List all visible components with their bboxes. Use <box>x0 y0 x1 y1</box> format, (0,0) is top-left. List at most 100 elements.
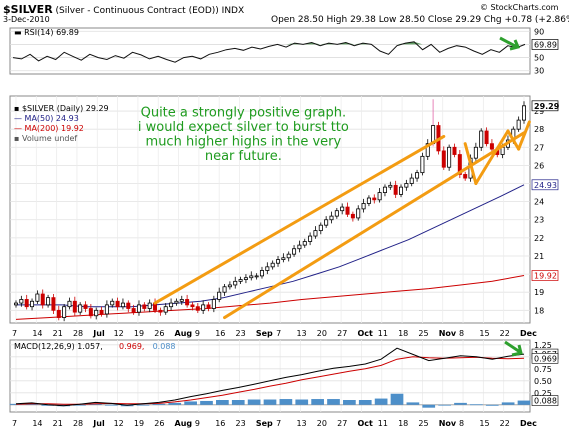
price-tick-label: 18 <box>534 306 544 315</box>
macd-histogram-bar <box>438 404 451 406</box>
candle <box>190 304 195 308</box>
chart-title: $SILVER (Silver - Continuous Contract (E… <box>3 3 244 16</box>
macd-histogram-bar <box>390 393 404 405</box>
macd-histogram-bar <box>327 399 340 405</box>
candle <box>136 304 141 313</box>
candle <box>72 300 77 313</box>
candle <box>420 155 425 174</box>
price-x-label: 27 <box>337 329 347 338</box>
macd-x-label: 26 <box>154 419 164 428</box>
brand-label: © StockCharts.com <box>480 3 559 12</box>
symbol: $SILVER <box>3 3 53 16</box>
ma50-legend: — MA(50) 24.93 <box>14 114 79 123</box>
candle <box>393 184 398 195</box>
candle <box>415 172 420 179</box>
candle <box>350 213 355 219</box>
price-value-box <box>531 270 559 281</box>
macd-x-label: 13 <box>296 419 306 428</box>
macd-x-label: 8 <box>459 419 464 428</box>
macd-x-label: Nov <box>439 419 457 428</box>
macd-histogram-bar <box>358 400 372 405</box>
trendline <box>517 120 531 151</box>
candle <box>126 302 131 309</box>
rsi-tick-label: 50 <box>534 54 544 63</box>
candle <box>249 275 254 279</box>
price-value-label: 24.93 <box>534 181 557 190</box>
candle <box>142 304 147 309</box>
candle <box>281 257 286 260</box>
candle <box>409 177 414 184</box>
candle <box>377 192 382 201</box>
candle <box>211 299 216 309</box>
macd-value-label: 0.088 <box>534 397 557 406</box>
price-x-label: Dec <box>520 329 537 338</box>
candle <box>110 300 115 306</box>
candle <box>163 306 168 313</box>
macd-x-label: 19 <box>134 419 144 428</box>
symbol-description: (Silver - Continuous Contract (EOD)) IND… <box>55 6 245 16</box>
rsi-panel-frame <box>9 27 531 75</box>
macd-panel-frame <box>9 339 531 413</box>
price-value-box <box>531 179 559 191</box>
ma200-line <box>15 275 525 320</box>
price-x-label: 11 <box>378 329 388 338</box>
candle <box>286 253 291 259</box>
ma200-legend: — MA(200) 19.92 <box>14 124 84 133</box>
candle <box>265 266 270 271</box>
candle <box>522 105 527 121</box>
macd-histogram-bar <box>152 403 166 405</box>
candle <box>217 291 222 300</box>
price-value-label: 29.29 <box>534 102 560 111</box>
price-tick-label: 21 <box>534 252 544 261</box>
candle <box>227 284 232 288</box>
candle <box>201 304 206 311</box>
candle <box>318 224 323 232</box>
candle <box>179 299 184 302</box>
candle <box>233 280 238 286</box>
macd-tick-label: 0.50 <box>534 377 552 386</box>
price-x-label: 28 <box>73 329 83 338</box>
chart-annotation: Quite a strongly positive graph. <box>141 106 347 121</box>
price-tick-label: 26 <box>534 161 544 170</box>
price-tick-label: 24 <box>534 198 544 207</box>
price-x-label: 9 <box>195 329 200 338</box>
macd-x-label: 12 <box>114 419 124 428</box>
macd-x-label: 21 <box>53 419 63 428</box>
macd-tick-label: 1.25 <box>534 341 552 350</box>
candle <box>24 299 29 308</box>
candle <box>463 174 468 179</box>
macd-histogram-bar <box>406 402 420 405</box>
candle <box>340 206 345 212</box>
candle <box>399 186 404 195</box>
price-tick-label: 22 <box>534 234 544 243</box>
trendline <box>463 142 478 186</box>
chart-date: 3-Dec-2010 <box>3 15 50 24</box>
rsi-line <box>12 41 526 63</box>
price-x-label: 15 <box>479 329 489 338</box>
price-legend-symbol: ▪ $SILVER (Daily) 29.29 <box>14 104 109 113</box>
macd-histogram-bar <box>501 402 515 405</box>
price-x-label: 25 <box>418 329 428 338</box>
macd-histogram-bar <box>184 401 197 405</box>
candle <box>473 146 478 159</box>
price-x-label: 16 <box>215 329 225 338</box>
macd-value-box <box>531 395 559 406</box>
macd-x-label: Jul <box>92 419 105 428</box>
candle <box>195 306 200 311</box>
price-x-label: 7 <box>276 329 281 338</box>
candle <box>83 304 88 309</box>
price-x-label: 26 <box>154 329 164 338</box>
candle <box>67 300 72 308</box>
macd-x-label: 23 <box>236 419 246 428</box>
macd-histogram-bar <box>279 399 293 405</box>
rsi-overbought-fill <box>13 41 525 45</box>
candle <box>297 244 302 250</box>
macd-x-label: 16 <box>215 419 225 428</box>
rsi-value-box <box>531 39 559 50</box>
rsi-value-label: 69.89 <box>534 41 557 50</box>
macd-histogram-bar <box>9 403 23 405</box>
macd-tick-label: 0.75 <box>534 365 552 374</box>
rsi-tick-label: 90 <box>534 27 544 36</box>
candle <box>276 259 281 264</box>
